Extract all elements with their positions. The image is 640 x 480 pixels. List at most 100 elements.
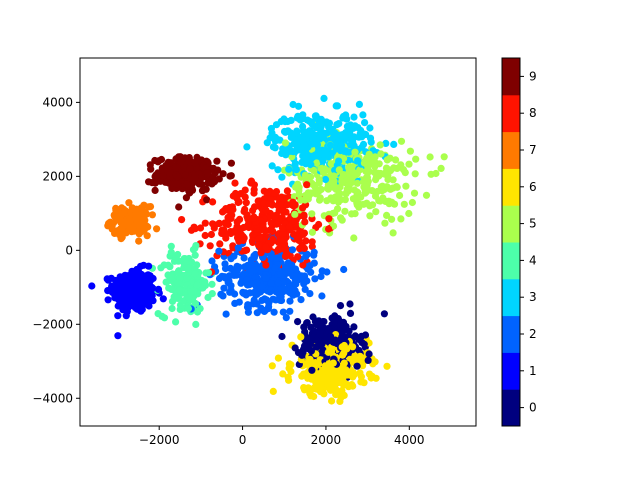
data-point [366, 124, 374, 132]
data-point [201, 219, 209, 227]
data-point [355, 133, 363, 141]
data-point [343, 185, 351, 193]
data-point [264, 188, 272, 196]
data-point [271, 144, 279, 152]
data-point [300, 211, 308, 219]
data-point [346, 162, 354, 171]
data-point [160, 314, 169, 322]
data-point [292, 136, 301, 144]
data-point [301, 328, 309, 336]
data-point [328, 370, 336, 378]
data-point [379, 194, 387, 202]
data-point [251, 266, 259, 274]
data-point [315, 120, 323, 128]
data-point [209, 220, 217, 228]
data-point [259, 220, 267, 228]
data-point [243, 261, 252, 270]
data-point [265, 200, 273, 208]
data-point [336, 302, 345, 310]
data-point [233, 268, 241, 276]
data-point [349, 369, 357, 377]
data-point [355, 335, 363, 344]
data-point [181, 171, 189, 179]
data-point [199, 284, 207, 292]
data-point [206, 242, 214, 250]
data-point [229, 206, 237, 214]
data-point [329, 209, 337, 218]
data-point [318, 340, 326, 348]
data-point [278, 173, 286, 181]
data-point [325, 119, 333, 127]
data-point [243, 303, 252, 311]
data-point [239, 288, 247, 296]
data-point [299, 345, 308, 353]
data-point [370, 168, 379, 177]
data-point [310, 139, 318, 148]
data-point [294, 253, 302, 261]
data-point [257, 249, 265, 257]
data-point [162, 278, 170, 286]
data-point [221, 264, 230, 273]
data-point [372, 208, 380, 216]
data-point [388, 215, 396, 223]
data-point [253, 300, 261, 308]
data-point [184, 305, 192, 313]
data-point [279, 230, 287, 238]
data-point [282, 263, 290, 271]
data-point [311, 275, 319, 283]
data-point [281, 139, 289, 147]
data-point [274, 166, 282, 174]
data-point [226, 288, 234, 296]
data-point [341, 207, 349, 215]
data-point [281, 243, 289, 251]
data-point [232, 192, 240, 200]
data-point [214, 166, 222, 174]
data-point [372, 374, 380, 382]
data-point [366, 212, 374, 220]
data-point [167, 242, 175, 250]
data-point [353, 179, 361, 187]
data-point [386, 185, 395, 193]
data-point [271, 264, 279, 272]
data-point [346, 300, 354, 308]
data-point [310, 181, 318, 189]
data-point [381, 219, 389, 227]
data-point [349, 343, 357, 351]
data-point [311, 328, 319, 336]
data-point [361, 119, 369, 127]
data-point [325, 225, 333, 233]
data-point [248, 237, 256, 245]
data-point [286, 297, 294, 305]
data-point [340, 341, 348, 350]
data-point [140, 225, 148, 233]
data-point [155, 157, 163, 165]
data-point [289, 291, 297, 299]
data-point [287, 116, 295, 124]
data-point [173, 294, 181, 302]
data-point [278, 332, 286, 341]
data-point [274, 354, 282, 362]
data-point [262, 243, 270, 251]
data-point [222, 310, 230, 318]
data-point [321, 175, 330, 184]
data-point [382, 139, 390, 147]
x-tick-label: 4000 [394, 433, 425, 447]
data-point [272, 220, 280, 228]
x-tick-label: 2000 [311, 433, 342, 447]
data-point [175, 203, 183, 211]
data-point [297, 333, 305, 341]
x-axis: −2000 0 2000 4000 [139, 426, 425, 447]
data-point [350, 186, 359, 194]
data-point [301, 218, 309, 226]
data-point [299, 204, 307, 212]
colorbar: 0 1 2 3 4 5 6 7 8 9 [501, 57, 537, 427]
data-point [186, 165, 194, 173]
data-point [400, 200, 408, 208]
data-point [116, 228, 124, 236]
data-point [144, 203, 152, 211]
data-point [360, 340, 368, 348]
data-point [317, 164, 326, 173]
data-point [250, 253, 258, 262]
data-point [317, 382, 325, 390]
data-point [321, 362, 329, 370]
